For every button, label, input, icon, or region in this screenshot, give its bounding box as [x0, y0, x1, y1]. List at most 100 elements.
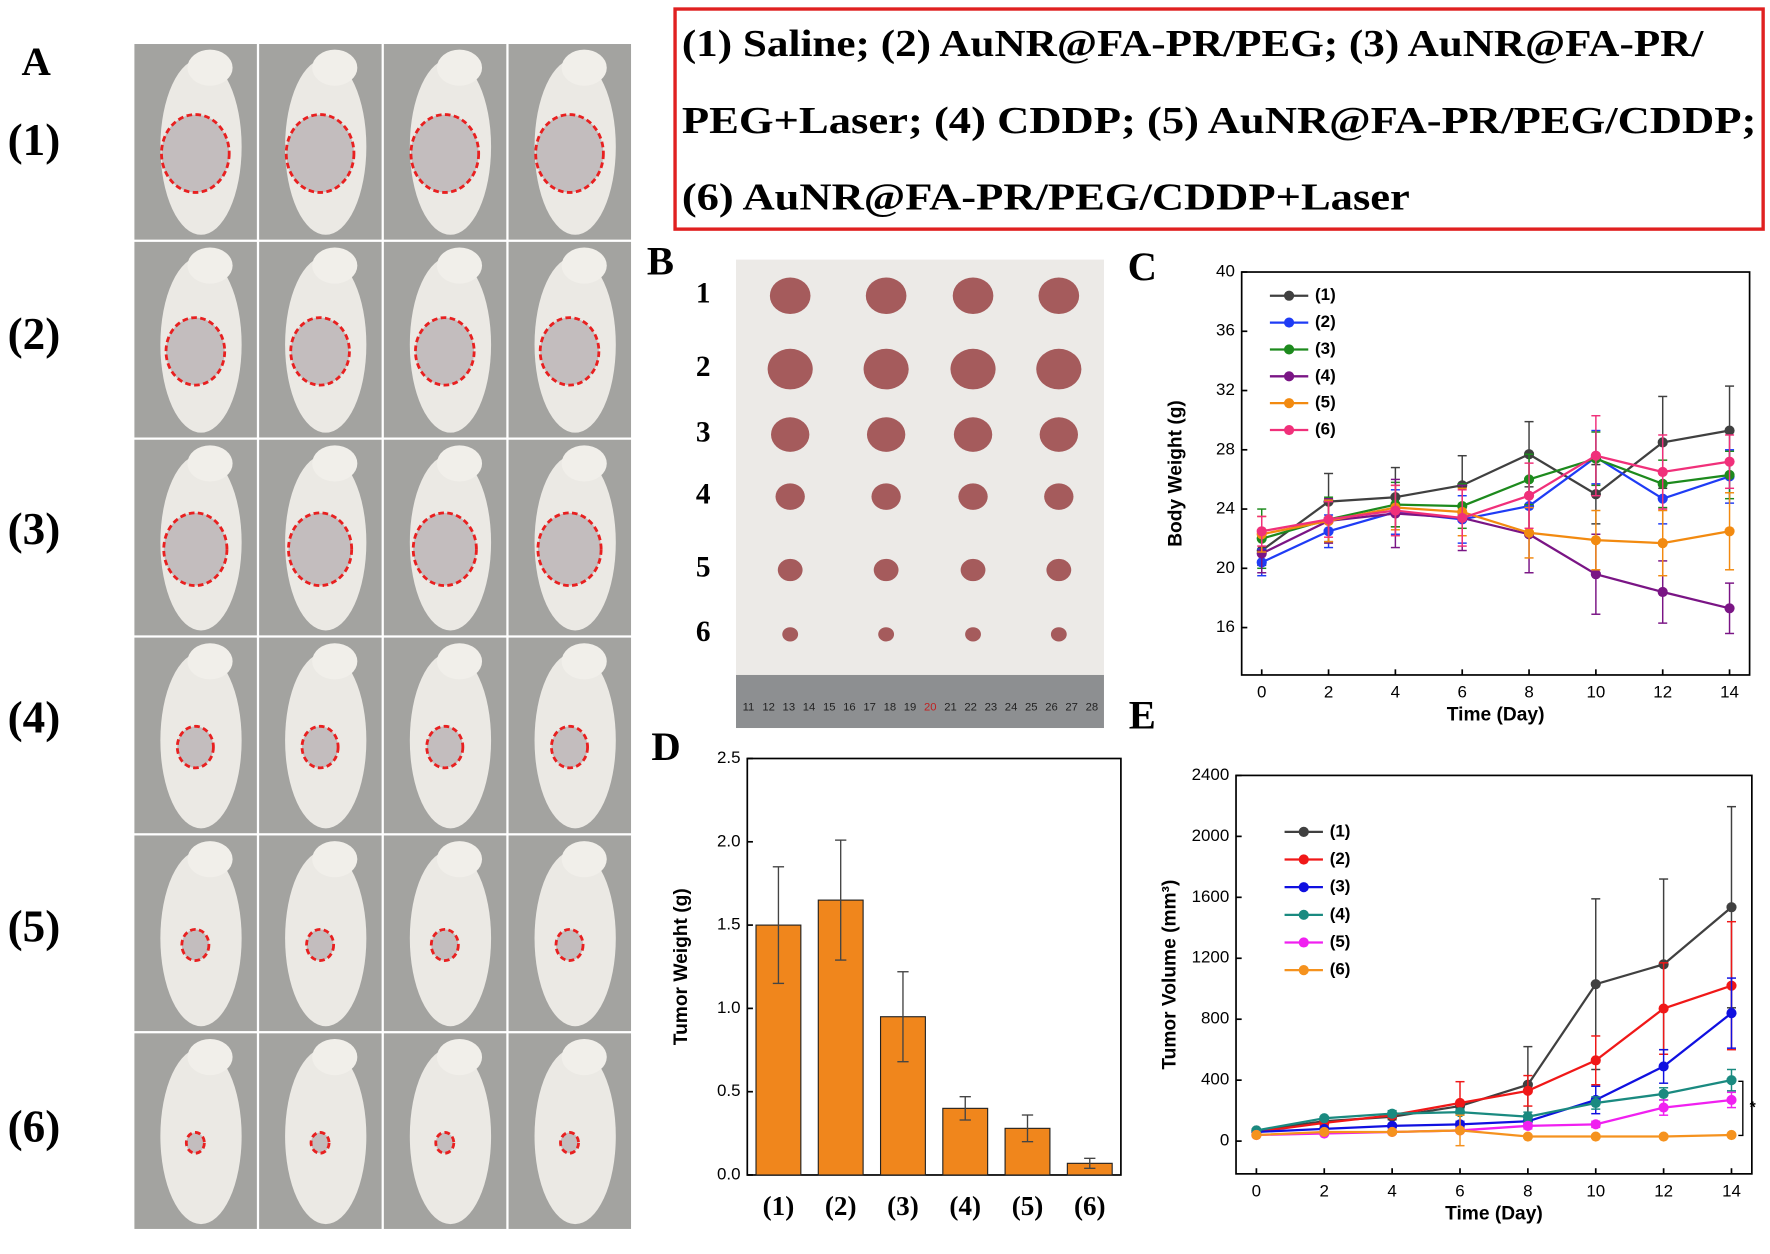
x-tick-label: 12 — [1653, 682, 1672, 701]
significance-mark: * — [1750, 1100, 1757, 1117]
x-tick-label: (1) — [763, 1191, 795, 1221]
y-tick-label: 0 — [1220, 1131, 1229, 1150]
x-tick-label: 8 — [1524, 682, 1533, 701]
row-label: 3 — [696, 416, 711, 448]
tumor — [878, 627, 895, 642]
y-tick-label: 1.0 — [717, 998, 741, 1017]
row-label: 4 — [696, 478, 711, 510]
point — [1590, 450, 1601, 461]
point — [1590, 569, 1601, 580]
x-tick-label: 8 — [1523, 1181, 1532, 1200]
mouse-body — [160, 58, 242, 235]
x-tick-label: 12 — [1654, 1181, 1673, 1200]
mouse-head — [187, 841, 233, 878]
point — [1590, 1055, 1601, 1066]
y-tick-label: 1200 — [1192, 948, 1230, 967]
tumor-circle — [305, 927, 336, 962]
mouse-head — [312, 1038, 358, 1076]
tumor-circle — [550, 724, 589, 770]
tumor-circle — [309, 1131, 331, 1155]
point — [1724, 456, 1735, 467]
mouse-head — [436, 247, 483, 284]
point — [1387, 1126, 1398, 1138]
significance-bracket — [1738, 1080, 1744, 1137]
point — [1251, 1129, 1262, 1141]
tumor-circle — [184, 1131, 206, 1155]
ruler-label: 20 — [924, 702, 937, 714]
y-axis-label: Tumor Weight (g) — [671, 888, 692, 1045]
point — [1726, 1094, 1737, 1106]
tumor-circle — [411, 511, 478, 587]
legend-label: (2) — [1330, 849, 1351, 868]
mouse-body — [160, 1048, 242, 1225]
tumor — [873, 558, 899, 582]
tumor — [782, 627, 799, 642]
mouse-head — [312, 247, 358, 284]
x-axis-label: Time (Day) — [1445, 1204, 1543, 1225]
ruler-label: 28 — [1086, 702, 1099, 714]
x-tick-label: 6 — [1458, 682, 1467, 701]
y-tick-label: 0.5 — [717, 1081, 741, 1100]
tumor-circle — [434, 1131, 456, 1155]
point — [1523, 490, 1535, 501]
tumor-circle — [409, 113, 481, 194]
tumor — [1038, 277, 1080, 315]
tumor — [866, 417, 906, 452]
legend-box-line: (6) AuNR@FA-PR/PEG/CDDP+Laser — [682, 177, 1410, 219]
mouse-body — [534, 454, 616, 631]
point — [1454, 1097, 1466, 1109]
row-label: 6 — [696, 616, 711, 648]
point — [1590, 1097, 1601, 1109]
legend-marker — [1298, 882, 1309, 893]
legend-marker — [1298, 965, 1309, 976]
mouse-body — [285, 850, 367, 1027]
y-tick-label: 28 — [1216, 439, 1235, 458]
point — [1726, 1075, 1737, 1086]
tumor — [769, 277, 811, 315]
x-tick-label: (4) — [949, 1191, 981, 1221]
x-tick-label: 2 — [1324, 682, 1333, 701]
legend-marker — [1298, 937, 1309, 948]
row-label: (3) — [8, 504, 61, 554]
tumor-circle — [554, 927, 585, 962]
mouse-head — [561, 1038, 607, 1076]
mouse-body — [409, 652, 492, 829]
ruler-label: 14 — [803, 702, 816, 714]
legend-marker — [1298, 854, 1309, 865]
mouse-head — [312, 841, 358, 878]
mouse-head — [187, 1038, 233, 1076]
row-label: 1 — [696, 277, 711, 309]
panel-label: C — [1128, 244, 1157, 289]
mouse-head — [561, 643, 607, 680]
y-tick-label: 36 — [1216, 321, 1235, 340]
tumor — [871, 483, 901, 510]
tumor — [960, 558, 986, 582]
legend-label: (3) — [1330, 877, 1351, 896]
y-tick-label: 1600 — [1192, 887, 1230, 906]
y-tick-label: 20 — [1216, 558, 1235, 577]
ruler-label: 22 — [964, 702, 977, 714]
series-line — [1256, 1079, 1732, 1132]
y-tick-label: 800 — [1201, 1009, 1229, 1028]
mouse-head — [436, 643, 483, 680]
mouse-head — [561, 247, 607, 284]
y-tick-label: 2400 — [1192, 765, 1230, 784]
point — [1724, 603, 1735, 614]
point — [1522, 1131, 1533, 1142]
ruler — [736, 674, 1104, 729]
mouse-head — [187, 643, 233, 680]
tumor-circle — [287, 511, 354, 587]
legend-marker — [1284, 424, 1295, 436]
x-tick-label: 4 — [1387, 1181, 1396, 1200]
y-tick-label: 16 — [1216, 617, 1235, 636]
tumor-circle — [164, 316, 227, 387]
mouse-body — [285, 1048, 367, 1225]
series-line — [1256, 1098, 1732, 1137]
mouse-body — [160, 256, 242, 433]
mouse-head — [312, 49, 358, 86]
point — [1726, 1008, 1737, 1019]
point — [1387, 1108, 1398, 1119]
tumor-circle — [289, 316, 351, 387]
y-axis-label: Tumor Volume (mm³) — [1160, 880, 1181, 1070]
